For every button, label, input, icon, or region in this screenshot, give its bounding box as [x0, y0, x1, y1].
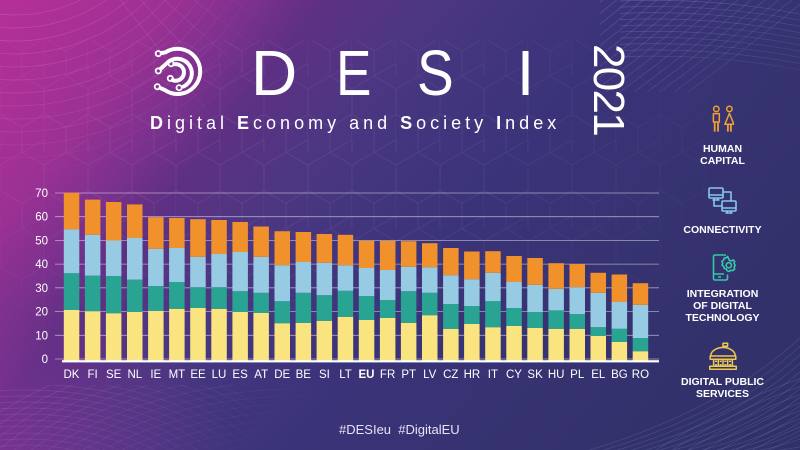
svg-text:BE: BE — [296, 369, 312, 381]
svg-text:LT: LT — [339, 369, 352, 381]
svg-text:50: 50 — [35, 235, 48, 247]
svg-text:0: 0 — [42, 354, 48, 366]
svg-text:DE: DE — [274, 369, 290, 381]
svg-text:EL: EL — [591, 369, 606, 381]
svg-text:BG: BG — [611, 369, 628, 381]
svg-text:SI: SI — [319, 369, 330, 381]
svg-text:CZ: CZ — [443, 369, 458, 381]
svg-text:NL: NL — [127, 369, 142, 381]
svg-text:40: 40 — [35, 259, 48, 271]
svg-text:10: 10 — [35, 330, 48, 342]
svg-text:EU: EU — [359, 369, 375, 381]
svg-text:FI: FI — [87, 369, 97, 381]
svg-text:70: 70 — [35, 188, 48, 200]
svg-text:PL: PL — [570, 369, 585, 381]
svg-text:30: 30 — [35, 283, 48, 295]
svg-text:SE: SE — [106, 369, 122, 381]
svg-text:MT: MT — [169, 369, 186, 381]
svg-text:60: 60 — [35, 212, 48, 224]
svg-text:FR: FR — [380, 369, 395, 381]
svg-text:HR: HR — [464, 369, 481, 381]
svg-text:ES: ES — [232, 369, 248, 381]
svg-text:20: 20 — [35, 307, 48, 319]
svg-text:DK: DK — [64, 369, 80, 381]
svg-text:AT: AT — [254, 369, 268, 381]
svg-text:LV: LV — [423, 369, 437, 381]
svg-text:HU: HU — [548, 369, 565, 381]
svg-text:LU: LU — [212, 369, 227, 381]
svg-text:PT: PT — [401, 369, 416, 381]
svg-text:IT: IT — [488, 369, 498, 381]
svg-text:SK: SK — [527, 369, 543, 381]
svg-text:EE: EE — [190, 369, 206, 381]
svg-text:CY: CY — [506, 369, 522, 381]
svg-text:RO: RO — [632, 369, 649, 381]
svg-text:IE: IE — [150, 369, 161, 381]
